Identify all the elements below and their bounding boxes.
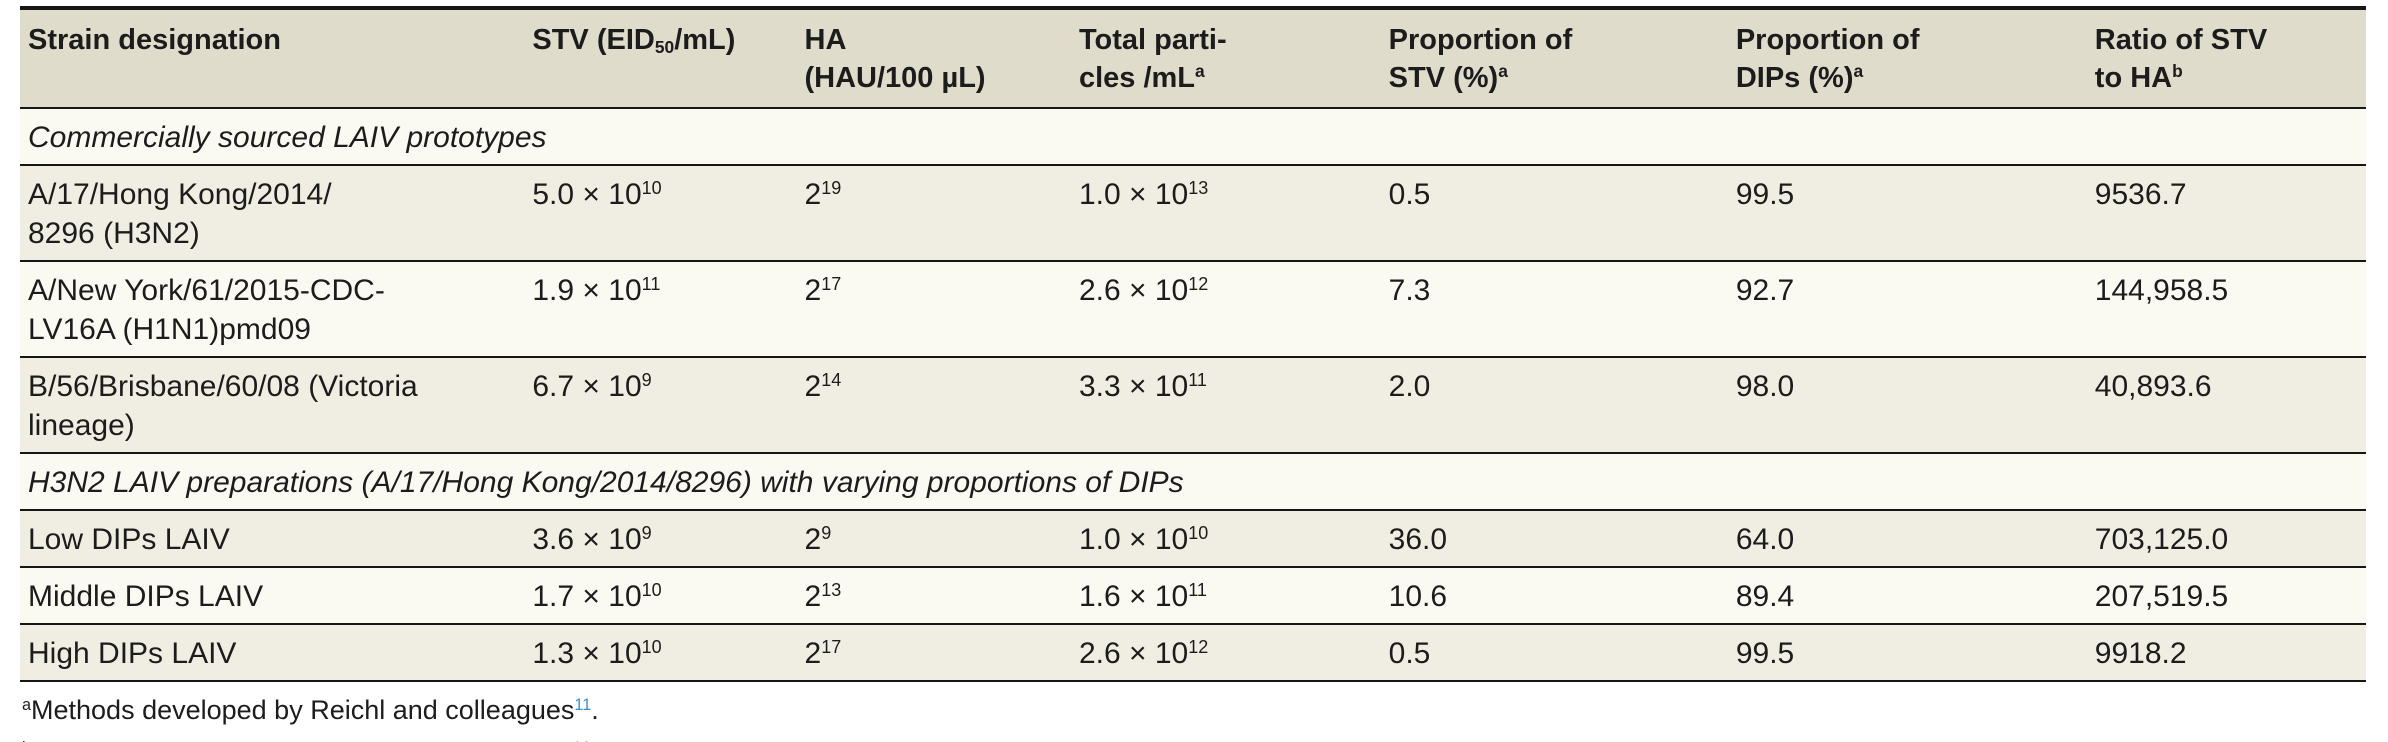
cell-strain-designation: B/56/Brisbane/60/08 (Victoria lineage) (20, 357, 525, 455)
column-header-stv: STV (EID50/mL) (524, 8, 797, 110)
footnote-text: Methods developed by Reichl and colleagu… (31, 695, 575, 726)
cell-proportion-stv: 2.0 (1380, 357, 1728, 455)
table-head: Strain designation STV (EID50/mL) HA (HAU/1… (20, 8, 2366, 110)
citation-link[interactable]: 11 (574, 696, 592, 715)
section-title: Commercially sourced LAIV prototypes (20, 108, 2366, 167)
cell-proportion-dips: 92.7 (1727, 261, 2087, 359)
cell-strain-designation: Low DIPs LAIV (20, 510, 525, 569)
cell-total-particles: 3.3 × 1011 (1070, 357, 1381, 455)
footnote-suffix: . (591, 738, 599, 742)
cell-strain-designation: A/New York/61/2015-CDC- LV16A (H1N1)pmd09 (20, 261, 525, 359)
cell-ha: 217 (796, 624, 1071, 683)
column-header-proportion-dips: Proportion of DIPs (%)a (1727, 8, 2087, 110)
table-row: Middle DIPs LAIV 1.7 × 1010 213 1.6 × 1011 1… (20, 567, 2366, 626)
section-header-row: Commercially sourced LAIV prototypes (20, 108, 2366, 167)
cell-strain-designation: High DIPs LAIV (20, 624, 525, 683)
cell-stv: 3.6 × 109 (524, 510, 797, 569)
cell-ratio-stv-ha: 9918.2 (2086, 624, 2366, 683)
cell-proportion-dips: 99.5 (1727, 165, 2087, 263)
cell-proportion-stv: 10.6 (1380, 567, 1728, 626)
table-row: A/17/Hong Kong/2014/8296 (H3N2) 5.0 × 101… (20, 165, 2366, 263)
cell-ratio-stv-ha: 40,893.6 (2086, 357, 2366, 455)
cell-total-particles: 1.0 × 1010 (1070, 510, 1381, 569)
cell-strain-designation: Middle DIPs LAIV (20, 567, 525, 626)
cell-proportion-stv: 0.5 (1380, 624, 1728, 683)
footnote: bMethods developed by López and colleagu… (22, 735, 2366, 742)
footnote-text: Methods developed by López and colleague… (31, 738, 573, 742)
cell-stv: 6.7 × 109 (524, 357, 797, 455)
cell-total-particles: 1.6 × 1011 (1070, 567, 1381, 626)
cell-proportion-dips: 89.4 (1727, 567, 2087, 626)
cell-ha: 213 (796, 567, 1071, 626)
cell-proportion-stv: 0.5 (1380, 165, 1728, 263)
cell-ratio-stv-ha: 207,519.5 (2086, 567, 2366, 626)
section-header-row: H3N2 LAIV preparations (A/17/Hong Kong/2… (20, 453, 2366, 512)
table-row: B/56/Brisbane/60/08 (Victoria lineage) 6.7… (20, 357, 2366, 455)
column-header-strain-designation: Strain designation (20, 8, 525, 110)
cell-ratio-stv-ha: 703,125.0 (2086, 510, 2366, 569)
cell-proportion-dips: 98.0 (1727, 357, 2087, 455)
column-header-proportion-stv: Proportion of STV (%)a (1380, 8, 1728, 110)
cell-total-particles: 2.6 × 1012 (1070, 624, 1381, 683)
column-header-ratio-stv-ha: Ratio of STV to HAb (2086, 8, 2366, 110)
column-header-total-particles: Total parti-cles /mLa (1070, 8, 1381, 110)
cell-stv: 5.0 × 1010 (524, 165, 797, 263)
cell-strain-designation: A/17/Hong Kong/2014/8296 (H3N2) (20, 165, 525, 263)
header-row: Strain designation STV (EID50/mL) HA (HAU/1… (20, 8, 2366, 110)
cell-stv: 1.3 × 1010 (524, 624, 797, 683)
cell-ratio-stv-ha: 9536.7 (2086, 165, 2366, 263)
table-row: Low DIPs LAIV 3.6 × 109 29 1.0 × 1010 36.0 64… (20, 510, 2366, 569)
cell-stv: 1.9 × 1011 (524, 261, 797, 359)
cell-proportion-dips: 64.0 (1727, 510, 2087, 569)
footnotes: aMethods developed by Reichl and colleag… (20, 692, 2366, 742)
cell-proportion-stv: 7.3 (1380, 261, 1728, 359)
citation-link[interactable]: 12 (573, 739, 591, 742)
cell-total-particles: 2.6 × 1012 (1070, 261, 1381, 359)
table-row: A/New York/61/2015-CDC- LV16A (H1N1)pmd09… (20, 261, 2366, 359)
cell-ha: 29 (796, 510, 1071, 569)
strain-characterization-table: Strain designation STV (EID50/mL) HA (HAU/1… (20, 6, 2366, 683)
footnote-marker: b (22, 739, 31, 742)
column-header-ha: HA (HAU/100 µL) (796, 8, 1071, 110)
footnote-suffix: . (591, 695, 599, 726)
footnote: aMethods developed by Reichl and colleag… (22, 692, 2366, 728)
cell-stv: 1.7 × 1010 (524, 567, 797, 626)
cell-proportion-dips: 99.5 (1727, 624, 2087, 683)
footnote-marker: a (22, 696, 32, 715)
cell-ha: 217 (796, 261, 1071, 359)
table-section: Commercially sourced LAIV prototypes A/17… (20, 108, 2366, 455)
cell-proportion-stv: 36.0 (1380, 510, 1728, 569)
table-row: High DIPs LAIV 1.3 × 1010 217 2.6 × 1012 0.5… (20, 624, 2366, 683)
cell-ha: 214 (796, 357, 1071, 455)
cell-total-particles: 1.0 × 1013 (1070, 165, 1381, 263)
section-title: H3N2 LAIV preparations (A/17/Hong Kong/2… (20, 453, 2366, 512)
cell-ha: 219 (796, 165, 1071, 263)
cell-ratio-stv-ha: 144,958.5 (2086, 261, 2366, 359)
table-section: H3N2 LAIV preparations (A/17/Hong Kong/2… (20, 453, 2366, 683)
